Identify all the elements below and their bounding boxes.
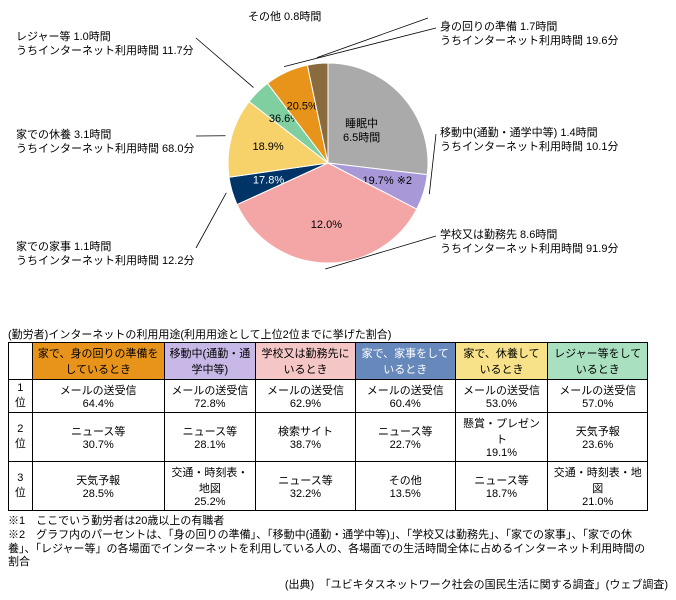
callout: 学校又は勤務先 8.6時間うちインターネット利用時間 91.9分 (440, 228, 618, 257)
note-2: ※2 グラフ内のパーセントは、「身の回りの準備」、「移動中(通勤・通学中等)」、… (8, 529, 648, 570)
callout: 家での休養 3.1時間うちインターネット利用時間 68.0分 (16, 128, 194, 157)
data-cell: ニュース等22.7% (355, 413, 455, 462)
pct-label: 12.0% (311, 219, 342, 231)
leader-line (317, 18, 428, 58)
col-header: レジャー等をしているとき (548, 343, 648, 380)
leader-line (196, 193, 226, 248)
callout: 家での家事 1.1時間うちインターネット利用時間 12.2分 (16, 240, 194, 269)
usage-table: 家で、身の回りの準備をしているとき移動中(通勤・通学中等)学校又は勤務先にいると… (8, 342, 648, 511)
sleep-hours: 6.5時間 (343, 131, 380, 144)
rank-cell: 3位 (9, 462, 33, 511)
callout: その他 0.8時間 (248, 10, 321, 24)
data-cell: メールの送受信53.0% (455, 380, 548, 413)
callout: 移動中(通勤・通学中等) 1.4時間うちインターネット利用時間 10.1分 (440, 126, 618, 155)
callout: 身の回りの準備 1.7時間うちインターネット利用時間 19.6分 (440, 20, 618, 49)
data-cell: ニュース等32.2% (256, 462, 356, 511)
data-cell: その他13.5% (355, 462, 455, 511)
table-title: (勤労者)インターネットの利用用途(利用用途として上位2位までに挙げた割合) (8, 326, 668, 342)
data-cell: ニュース等30.7% (32, 413, 164, 462)
pie-chart-area: 19.7% ※212.0%17.8%18.9%36.6%20.5%睡眠中6.5時… (8, 8, 668, 318)
col-header: 家で、家事をしているとき (355, 343, 455, 380)
data-cell: 天気予報28.5% (32, 462, 164, 511)
data-cell: メールの送受信60.4% (355, 380, 455, 413)
col-header: 移動中(通勤・通学中等) (164, 343, 255, 380)
data-cell: メールの送受信57.0% (548, 380, 648, 413)
callout: レジャー等 1.0時間うちインターネット利用時間 11.7分 (16, 30, 194, 59)
data-cell: ニュース等18.7% (455, 462, 548, 511)
data-cell: メールの送受信72.8% (164, 380, 255, 413)
data-cell: 天気予報23.6% (548, 413, 648, 462)
data-cell: メールの送受信62.9% (256, 380, 356, 413)
pct-label: 18.9% (252, 141, 283, 153)
source-line: (出典) 「ユビキタスネットワーク社会の国民生活に関する調査」(ウェブ調査) (8, 576, 668, 592)
data-cell: 懸賞・プレゼント19.1% (455, 413, 548, 462)
leader-line (284, 28, 436, 67)
data-cell: 交通・時刻表・地図25.2% (164, 462, 255, 511)
data-cell: ニュース等28.1% (164, 413, 255, 462)
leader-line (429, 134, 436, 194)
pct-label: 17.8% (253, 174, 284, 186)
data-cell: 検索サイト38.7% (256, 413, 356, 462)
rank-cell: 2位 (9, 413, 33, 462)
col-header: 家で、休養しているとき (455, 343, 548, 380)
pct-label: 20.5% (287, 101, 318, 113)
note-1: ※1 ここでいう勤労者は20歳以上の有職者 (8, 515, 668, 529)
data-cell: 交通・時刻表・地図21.0% (548, 462, 648, 511)
data-cell: メールの送受信64.4% (32, 380, 164, 413)
leader-line (196, 38, 254, 88)
rank-cell: 1位 (9, 380, 33, 413)
col-header: 学校又は勤務先にいるとき (256, 343, 356, 380)
col-header: 家で、身の回りの準備をしているとき (32, 343, 164, 380)
sleep-label: 睡眠中 (345, 117, 378, 130)
